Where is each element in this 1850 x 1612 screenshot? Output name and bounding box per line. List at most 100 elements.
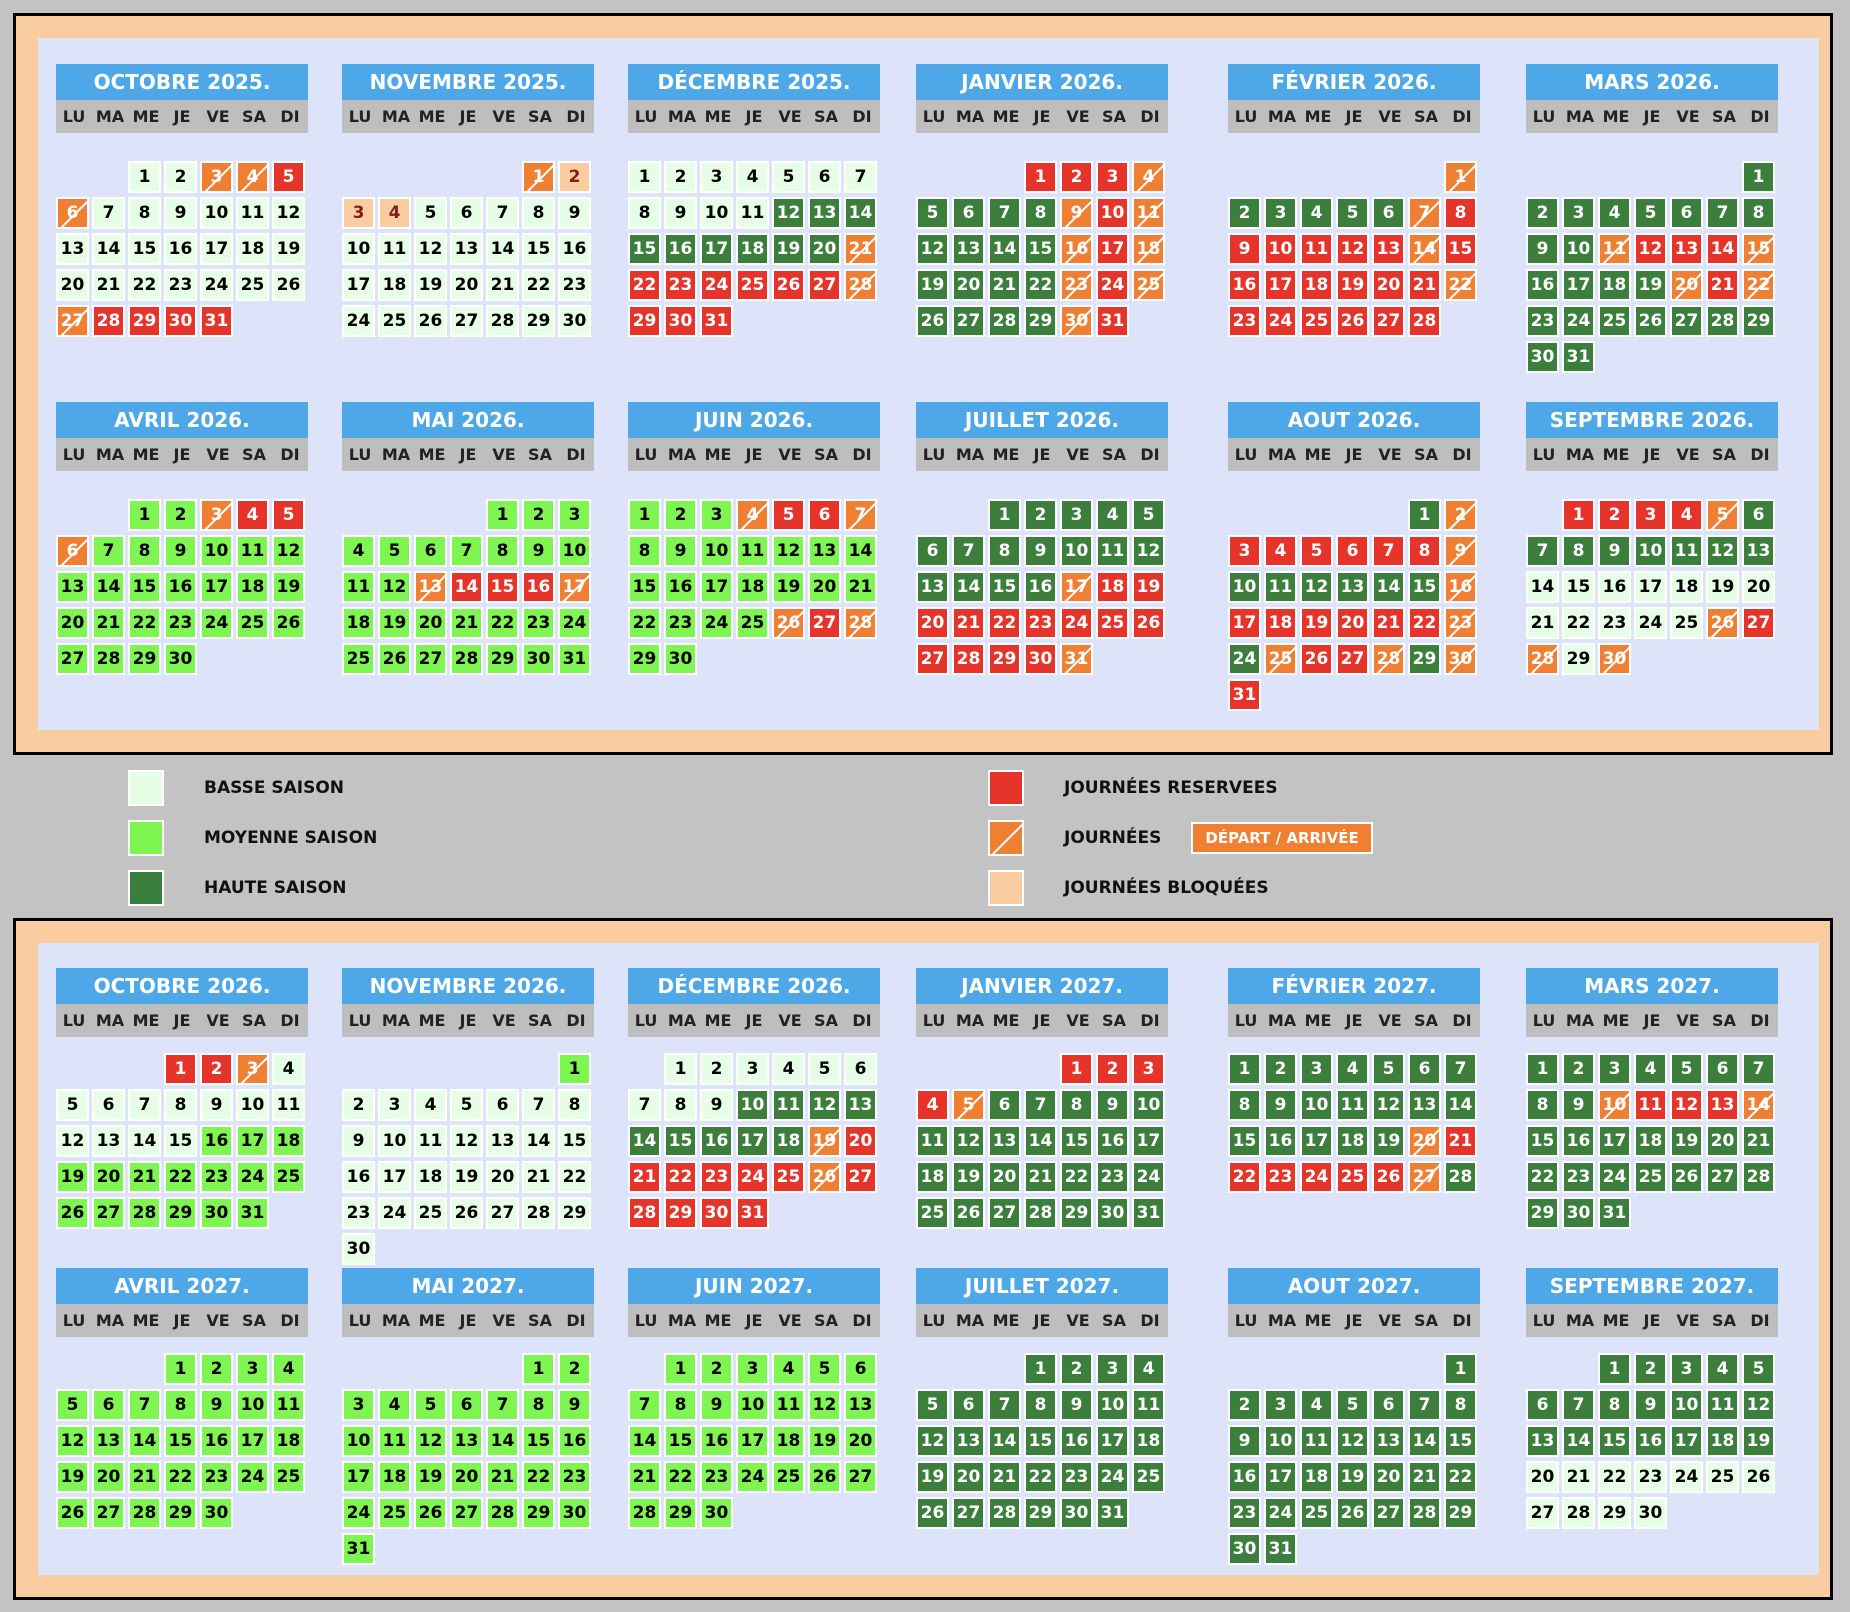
day-cell[interactable]: 15 [558, 1125, 591, 1157]
day-cell[interactable]: 20 [56, 269, 89, 301]
day-cell[interactable]: 25 [916, 1197, 949, 1229]
day-cell[interactable]: 17 [700, 571, 733, 603]
day-cell[interactable]: 31 [1096, 305, 1129, 337]
day-cell[interactable]: 12 [414, 1425, 447, 1457]
day-cell[interactable]: 20 [808, 233, 841, 265]
day-cell[interactable]: 21 [1526, 607, 1559, 639]
day-cell[interactable]: 11 [378, 1425, 411, 1457]
day-cell[interactable]: 14 [844, 535, 877, 567]
day-cell[interactable]: 15 [664, 1125, 697, 1157]
day-cell[interactable]: 22 [628, 607, 661, 639]
day-cell[interactable]: 11 [1336, 1089, 1369, 1121]
day-cell[interactable]: 22 [128, 269, 161, 301]
day-cell[interactable]: 23 [1060, 1461, 1093, 1493]
day-cell[interactable]: 6 [952, 1389, 985, 1421]
day-cell[interactable]: 8 [1228, 1089, 1261, 1121]
day-cell[interactable]: 13 [1742, 535, 1775, 567]
day-cell[interactable]: 30 [522, 643, 555, 675]
day-cell[interactable]: 10 [1264, 233, 1297, 265]
day-cell[interactable]: 10 [236, 1389, 269, 1421]
day-cell[interactable]: 17 [1228, 607, 1261, 639]
day-cell[interactable]: 18 [378, 1461, 411, 1493]
day-cell[interactable]: 11 [1634, 1089, 1667, 1121]
day-cell[interactable]: 12 [1300, 571, 1333, 603]
day-cell[interactable]: 10 [1096, 1389, 1129, 1421]
day-cell[interactable]: 3 [1670, 1353, 1703, 1385]
day-cell[interactable]: 23 [1096, 1161, 1129, 1193]
day-cell[interactable]: 27 [1742, 607, 1775, 639]
day-cell[interactable]: 26 [916, 1497, 949, 1529]
day-cell[interactable]: 30 [1598, 643, 1631, 675]
day-cell[interactable]: 29 [628, 305, 661, 337]
day-cell[interactable]: 26 [56, 1197, 89, 1229]
day-cell[interactable]: 8 [164, 1089, 197, 1121]
day-cell[interactable]: 17 [1096, 233, 1129, 265]
day-cell[interactable]: 2 [1634, 1353, 1667, 1385]
day-cell[interactable]: 20 [808, 571, 841, 603]
day-cell[interactable]: 10 [1096, 197, 1129, 229]
day-cell[interactable]: 17 [1264, 269, 1297, 301]
day-cell[interactable]: 15 [522, 233, 555, 265]
day-cell[interactable]: 4 [772, 1353, 805, 1385]
day-cell[interactable]: 16 [558, 233, 591, 265]
day-cell[interactable]: 3 [1264, 1389, 1297, 1421]
day-cell[interactable]: 17 [342, 269, 375, 301]
day-cell[interactable]: 11 [342, 571, 375, 603]
day-cell[interactable]: 31 [1264, 1533, 1297, 1565]
day-cell[interactable]: 7 [522, 1089, 555, 1121]
day-cell[interactable]: 2 [1562, 1053, 1595, 1085]
day-cell[interactable]: 9 [164, 197, 197, 229]
day-cell[interactable]: 15 [988, 571, 1021, 603]
day-cell[interactable]: 25 [378, 1497, 411, 1529]
day-cell[interactable]: 25 [414, 1197, 447, 1229]
day-cell[interactable]: 19 [916, 269, 949, 301]
day-cell[interactable]: 13 [1372, 233, 1405, 265]
day-cell[interactable]: 12 [378, 571, 411, 603]
day-cell[interactable]: 11 [236, 197, 269, 229]
day-cell[interactable]: 25 [236, 607, 269, 639]
day-cell[interactable]: 29 [522, 305, 555, 337]
day-cell[interactable]: 24 [736, 1161, 769, 1193]
day-cell[interactable]: 15 [1598, 1425, 1631, 1457]
day-cell[interactable]: 23 [164, 269, 197, 301]
day-cell[interactable]: 17 [236, 1125, 269, 1157]
day-cell[interactable]: 30 [664, 643, 697, 675]
day-cell[interactable]: 28 [450, 643, 483, 675]
day-cell[interactable]: 6 [1408, 1053, 1441, 1085]
day-cell[interactable]: 12 [450, 1125, 483, 1157]
day-cell[interactable]: 22 [128, 607, 161, 639]
day-cell[interactable]: 27 [92, 1197, 125, 1229]
day-cell[interactable]: 2 [1264, 1053, 1297, 1085]
day-cell[interactable]: 8 [628, 197, 661, 229]
day-cell[interactable]: 24 [378, 1197, 411, 1229]
day-cell[interactable]: 14 [1526, 571, 1559, 603]
day-cell[interactable]: 8 [164, 1389, 197, 1421]
day-cell[interactable]: 26 [1132, 607, 1165, 639]
day-cell[interactable]: 27 [56, 305, 89, 337]
day-cell[interactable]: 19 [808, 1125, 841, 1157]
day-cell[interactable]: 1 [1562, 499, 1595, 531]
day-cell[interactable]: 29 [1060, 1197, 1093, 1229]
day-cell[interactable]: 2 [164, 499, 197, 531]
day-cell[interactable]: 30 [700, 1497, 733, 1529]
day-cell[interactable]: 11 [272, 1389, 305, 1421]
day-cell[interactable]: 16 [664, 571, 697, 603]
day-cell[interactable]: 14 [450, 571, 483, 603]
day-cell[interactable]: 8 [1060, 1089, 1093, 1121]
day-cell[interactable]: 19 [1132, 571, 1165, 603]
day-cell[interactable]: 25 [772, 1161, 805, 1193]
day-cell[interactable]: 6 [1670, 197, 1703, 229]
day-cell[interactable]: 19 [772, 571, 805, 603]
day-cell[interactable]: 5 [1670, 1053, 1703, 1085]
day-cell[interactable]: 12 [1372, 1089, 1405, 1121]
day-cell[interactable]: 22 [522, 1461, 555, 1493]
day-cell[interactable]: 12 [916, 233, 949, 265]
day-cell[interactable]: 30 [1024, 643, 1057, 675]
day-cell[interactable]: 5 [808, 1053, 841, 1085]
day-cell[interactable]: 13 [92, 1125, 125, 1157]
day-cell[interactable]: 15 [1444, 1425, 1477, 1457]
day-cell[interactable]: 1 [1742, 161, 1775, 193]
day-cell[interactable]: 5 [916, 197, 949, 229]
day-cell[interactable]: 31 [200, 305, 233, 337]
day-cell[interactable]: 19 [1706, 571, 1739, 603]
